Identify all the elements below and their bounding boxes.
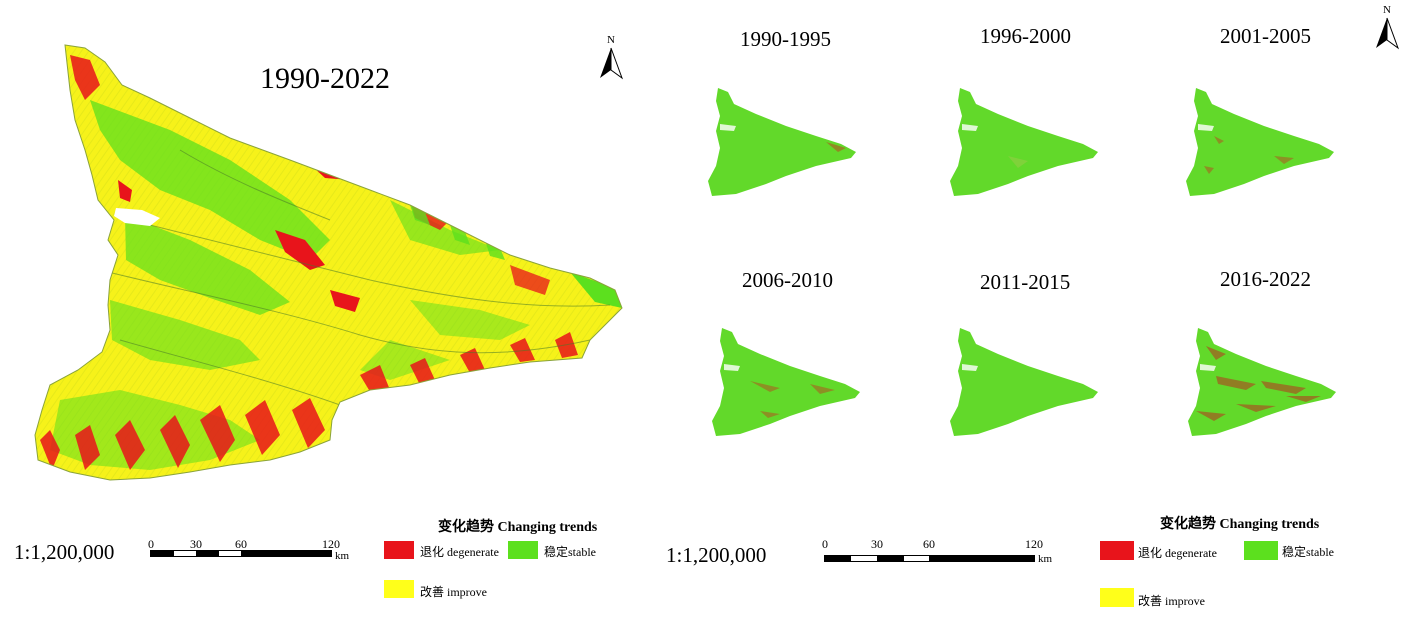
small-map-2001-2005	[1186, 88, 1334, 196]
scale-tick-60: 60	[235, 537, 247, 551]
north-label-right: N	[1383, 4, 1391, 16]
legend-swatch-stable	[1244, 541, 1278, 560]
scale-seg-3	[877, 555, 904, 562]
small-map-2016-2022	[1188, 328, 1336, 436]
trend-map-1990-2022	[34, 44, 623, 481]
scale-seg-3	[196, 550, 219, 557]
north-arrow-right: N	[1372, 4, 1402, 55]
scale-tick-120: 120	[322, 537, 340, 551]
scale-seg-4	[218, 550, 242, 557]
legend-label-degenerate: 退化 degenerate	[420, 545, 499, 559]
scale-seg-1	[824, 555, 851, 562]
period-title-5: 2011-2015	[980, 270, 1071, 294]
north-arrow: N	[596, 34, 626, 85]
scale-unit: km	[1038, 553, 1053, 565]
scale-tick-120: 120	[1025, 537, 1043, 551]
small-map-1996-2000	[950, 88, 1098, 196]
period-title-4: 2006-2010	[742, 268, 833, 292]
small-map-2006-2010	[712, 328, 860, 436]
small-map-1990-1995	[708, 88, 856, 196]
legend-swatch-degenerate	[1100, 541, 1134, 560]
scale-tick-30: 30	[190, 537, 202, 551]
legend-swatch-improve	[1100, 588, 1134, 607]
legend-label-improve: 改善 improve	[420, 585, 487, 599]
legend-swatch-stable	[508, 541, 538, 559]
legend-title-right: 变化趋势 Changing trends	[1160, 517, 1320, 532]
north-arrow-icon	[600, 47, 624, 80]
scale-seg-2	[850, 555, 878, 562]
scale-tick-0: 0	[822, 537, 828, 551]
period-title-6: 2016-2022	[1220, 267, 1311, 291]
scale-bar: 0 30 60 120 km	[148, 537, 350, 567]
scale-unit: km	[335, 550, 350, 562]
scale-seg-5	[241, 550, 332, 557]
map-title-1990-2022: 1990-2022	[260, 62, 390, 95]
scale-seg-1	[150, 550, 174, 557]
legend-swatch-degenerate	[384, 541, 414, 559]
period-title-2: 1996-2000	[980, 24, 1071, 48]
legend-label-stable: 稳定stable	[544, 545, 596, 559]
legend-label-degenerate: 退化 degenerate	[1138, 546, 1217, 560]
legend-swatch-improve	[384, 580, 414, 598]
scale-ratio: 1:1,200,000	[14, 540, 115, 564]
north-arrow-icon	[1376, 17, 1400, 50]
scale-seg-2	[173, 550, 197, 557]
legend-title: 变化趋势 Changing trends	[438, 520, 598, 535]
scale-seg-4	[903, 555, 930, 562]
scale-seg-5	[929, 555, 1035, 562]
scale-ratio-right: 1:1,200,000	[666, 543, 767, 567]
scale-tick-0: 0	[148, 537, 154, 551]
scale-tick-60: 60	[923, 537, 935, 551]
legend-label-improve: 改善 improve	[1138, 594, 1205, 608]
period-title-3: 2001-2005	[1220, 24, 1311, 48]
period-title-1: 1990-1995	[740, 27, 831, 51]
scale-tick-30: 30	[871, 537, 883, 551]
small-map-2011-2015	[950, 328, 1098, 436]
scale-bar-right: 0 30 60 120 km	[822, 537, 1064, 567]
north-label: N	[607, 34, 615, 46]
legend-label-stable: 稳定stable	[1282, 545, 1334, 559]
